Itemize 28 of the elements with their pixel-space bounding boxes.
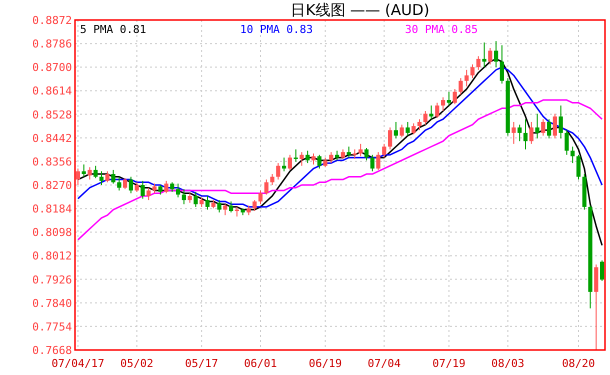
text: 30 PMA 0.85 [405,23,478,36]
text: 5 PMA 0.81 [80,23,146,36]
text: 10 PMA 0.83 [240,23,313,36]
y-tick-label: 0.7754 [32,320,72,334]
y-tick-label: 0.8012 [32,250,72,263]
x-tick-label: 07/04/17 [51,357,104,370]
y-tick-label: 0.8184 [32,202,72,216]
y-tick-label: 0.8700 [32,61,72,74]
y-tick-label: 0.8528 [32,108,72,122]
y-tick-label: 0.7840 [32,296,72,310]
y-tick-label: 0.8786 [32,38,72,51]
x-tick-label: 06/19 [308,357,342,370]
x-tick-label: 08/03 [491,357,524,370]
x-tick-label: 05/02 [120,357,154,370]
y-tick-label: 0.8442 [32,132,72,145]
y-tick-label: 0.8270 [32,179,72,192]
y-tick-label: 0.8614 [32,84,72,98]
chart-title: 日K线图 —— (AUD) [290,1,430,19]
y-tick-label: 0.8356 [32,155,72,168]
x-tick-label: 05/17 [185,357,218,370]
y-tick-label: 0.8872 [32,14,72,27]
y-tick-label: 0.7668 [32,344,72,357]
x-tick-label: 06/01 [244,357,278,370]
x-tick-label: 07/04 [368,357,402,370]
y-tick-label: 0.8098 [32,226,72,240]
x-tick-label: 08/20 [562,357,596,370]
y-tick-label: 0.7926 [32,273,72,286]
x-tick-label: 07/19 [432,357,466,370]
